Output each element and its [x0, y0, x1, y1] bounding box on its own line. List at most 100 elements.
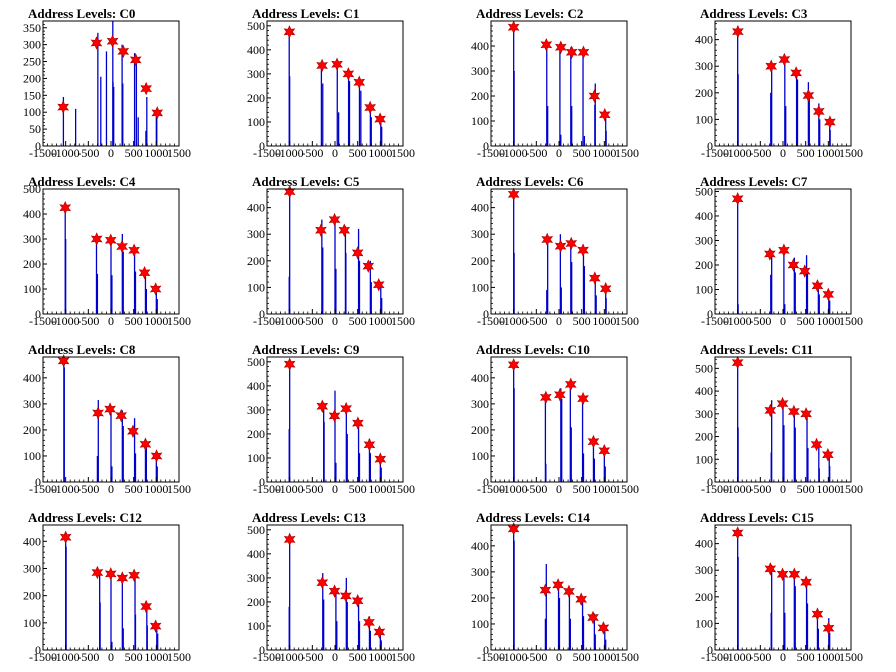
- x-tick-label: 1000: [144, 650, 168, 664]
- y-tick-label: 100: [247, 619, 265, 633]
- x-tick-label: 1500: [391, 314, 415, 328]
- y-tick-label: 500: [247, 523, 265, 537]
- x-tick-label: -1500: [29, 482, 57, 496]
- panel-title: Address Levels: C11: [700, 342, 813, 357]
- peak-marker: [598, 444, 611, 458]
- x-tick-label: -1500: [701, 650, 729, 664]
- peak-marker: [372, 277, 385, 292]
- peak-marker: [104, 233, 117, 247]
- peak-marker: [540, 38, 553, 52]
- x-tick-label: 0: [556, 482, 562, 496]
- x-tick-label: 500: [797, 146, 815, 160]
- peak-marker: [283, 532, 296, 547]
- y-tick-label: 100: [695, 282, 713, 296]
- x-tick-label: 1500: [167, 482, 191, 496]
- y-tick-label: 200: [695, 86, 713, 100]
- y-tick-label: 300: [471, 565, 489, 579]
- y-tick-label: 0: [35, 475, 41, 489]
- peak-marker: [540, 390, 552, 405]
- panel-c15: Address Levels: C15-1500-1000-500 0 500 100…: [695, 510, 863, 664]
- y-tick-label: 0: [259, 139, 265, 153]
- peak-marker: [776, 396, 789, 411]
- x-tick-label: -1000: [52, 650, 80, 664]
- panel-c12: Address Levels: C12-1500-1000-500 0 500 100…: [23, 510, 191, 664]
- x-tick-label: 1000: [144, 146, 168, 160]
- x-tick-label: 1000: [592, 650, 616, 664]
- peak-marker: [127, 424, 139, 438]
- x-tick-label: -1000: [500, 146, 528, 160]
- peak-marker: [363, 437, 376, 452]
- x-tick-label: -500: [525, 650, 547, 664]
- x-tick-label: 1000: [592, 482, 616, 496]
- peak-marker: [731, 192, 744, 206]
- y-tick-label: 300: [23, 397, 41, 411]
- peak-marker: [575, 592, 588, 606]
- y-tick-label: 300: [695, 233, 713, 247]
- y-tick-label: 150: [23, 88, 41, 102]
- x-tick-label: 0: [108, 314, 114, 328]
- panel-c6: Address Levels: C6-1500-1000-500 0 500 1000…: [471, 174, 639, 328]
- peak-marker: [800, 407, 812, 421]
- x-tick-label: 1500: [167, 314, 191, 328]
- peak-marker: [140, 599, 152, 614]
- peak-marker: [798, 264, 811, 278]
- y-tick-label: 400: [247, 43, 265, 57]
- x-tick-label: 500: [349, 482, 367, 496]
- peak-marker: [362, 259, 375, 273]
- peak-marker: [140, 81, 152, 96]
- peak-marker: [352, 416, 364, 430]
- panel-title: Address Levels: C5: [252, 174, 360, 189]
- y-tick-label: 100: [23, 616, 41, 630]
- peak-marker: [802, 88, 815, 103]
- peak-marker: [788, 567, 801, 581]
- panel-title: Address Levels: C3: [700, 6, 808, 21]
- peak-marker: [104, 402, 116, 416]
- x-tick-label: -500: [525, 146, 547, 160]
- panel-title: Address Levels: C0: [28, 6, 135, 21]
- plot-frame: [490, 20, 628, 147]
- x-tick-label: 500: [573, 314, 591, 328]
- peak-marker: [149, 619, 162, 633]
- x-tick-label: 0: [556, 146, 562, 160]
- y-tick-label: 500: [695, 361, 713, 375]
- panel-c13: Address Levels: C13-1500-1000-500 0 500 100…: [247, 510, 415, 664]
- y-tick-label: 300: [471, 397, 489, 411]
- y-tick-label: 0: [707, 475, 713, 489]
- y-tick-label: 400: [247, 201, 265, 215]
- x-tick-label: -1500: [701, 482, 729, 496]
- panel-c1: Address Levels: C1-1500-1000-500 0 500 1000…: [247, 6, 415, 160]
- y-tick-label: 0: [483, 139, 489, 153]
- peak-marker: [563, 584, 575, 599]
- x-tick-label: 500: [349, 146, 367, 160]
- peak-marker: [138, 266, 151, 280]
- panel-title: Address Levels: C9: [252, 342, 360, 357]
- y-tick-label: 300: [247, 227, 265, 241]
- panel-title: Address Levels: C10: [476, 342, 590, 357]
- y-tick-label: 100: [247, 280, 265, 294]
- y-tick-label: 0: [259, 643, 265, 657]
- peak-marker: [765, 59, 778, 73]
- peak-marker: [116, 239, 128, 254]
- x-tick-label: 0: [556, 314, 562, 328]
- y-tick-label: 400: [23, 207, 41, 221]
- x-tick-label: 500: [573, 650, 591, 664]
- peak-marker: [342, 67, 355, 81]
- x-tick-label: -500: [301, 482, 323, 496]
- y-tick-label: 0: [483, 307, 489, 321]
- peak-marker: [541, 232, 554, 247]
- peak-marker: [340, 589, 352, 603]
- y-tick-label: 100: [247, 451, 265, 465]
- plot-frame: [490, 356, 628, 483]
- panel-title: Address Levels: C1: [252, 6, 359, 21]
- x-tick-label: 500: [797, 314, 815, 328]
- peak-marker: [764, 562, 777, 576]
- x-tick-label: -500: [749, 482, 771, 496]
- y-tick-label: 300: [471, 64, 489, 78]
- peak-marker: [776, 567, 789, 581]
- peak-marker: [351, 246, 364, 260]
- peak-marker: [117, 44, 130, 59]
- x-tick-label: -1000: [500, 650, 528, 664]
- peak-marker: [374, 452, 387, 466]
- x-tick-label: -500: [749, 146, 771, 160]
